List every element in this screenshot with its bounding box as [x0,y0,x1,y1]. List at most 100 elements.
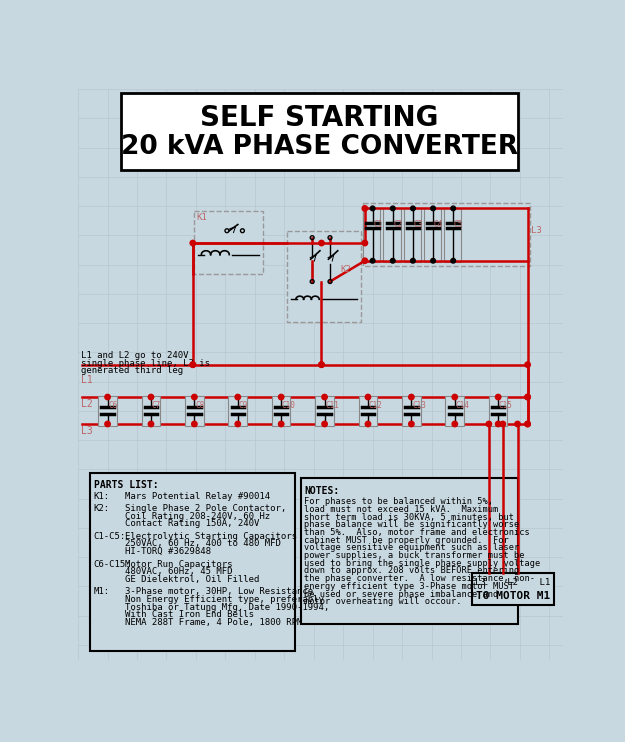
Circle shape [279,394,284,400]
Circle shape [391,206,395,211]
Text: Non Energy Efficient type, preferably: Non Energy Efficient type, preferably [124,595,324,604]
Circle shape [431,206,436,211]
Circle shape [411,258,415,263]
Bar [98,395,117,425]
Circle shape [496,421,501,427]
Bar [185,395,204,425]
Text: With Cast Iron End Bells: With Cast Iron End Bells [124,611,254,620]
Circle shape [431,258,436,263]
Bar [142,395,160,425]
Text: K2:: K2: [94,504,110,513]
Circle shape [190,240,196,246]
Text: Motor Run Capacitors: Motor Run Capacitors [124,559,232,568]
Circle shape [452,394,458,400]
Text: GE Dielektrol, Oil Filled: GE Dielektrol, Oil Filled [124,575,259,584]
Circle shape [525,421,531,427]
Circle shape [411,206,415,211]
Text: Coil Rating 208-240V, 60 Hz: Coil Rating 208-240V, 60 Hz [124,512,270,521]
Bar [472,573,554,605]
Text: than 5%.  Also, motor frame and electronics: than 5%. Also, motor frame and electroni… [304,528,530,537]
Bar [272,395,291,425]
Text: L1 and L2 go to 240V: L1 and L2 go to 240V [81,351,189,360]
Bar [229,395,247,425]
Text: phase balance will be significantly worse: phase balance will be significantly wors… [304,520,519,529]
Circle shape [279,421,284,427]
Bar [424,208,441,261]
Text: C9: C9 [239,401,248,410]
Text: NOTES:: NOTES: [304,485,339,496]
Circle shape [235,421,241,427]
Text: power supplies, a buck transformer must be: power supplies, a buck transformer must … [304,551,525,560]
Text: be used or severe phase imbalance and: be used or severe phase imbalance and [304,590,499,599]
Circle shape [409,394,414,400]
Circle shape [370,258,375,263]
Text: K1:: K1: [94,492,110,501]
Bar [444,208,461,261]
Text: L2: L2 [81,399,93,410]
Text: C7: C7 [152,401,161,410]
Text: C5: C5 [454,220,463,229]
Text: Single Phase 2 Pole Contactor,: Single Phase 2 Pole Contactor, [124,504,286,513]
Text: load must not exceed 15 kVA.  Maximum: load must not exceed 15 kVA. Maximum [304,505,499,514]
Text: C1: C1 [373,220,382,229]
Circle shape [319,362,324,367]
Circle shape [525,421,531,427]
Text: voltage sensitive equipment such as laser: voltage sensitive equipment such as lase… [304,543,519,552]
Circle shape [105,394,110,400]
Text: single phase line, L3 is: single phase line, L3 is [81,358,210,367]
Text: C4: C4 [434,220,443,229]
Text: L3: L3 [81,427,93,436]
Text: C2: C2 [394,220,402,229]
Text: C3: C3 [414,220,423,229]
Circle shape [322,421,328,427]
Circle shape [235,394,241,400]
Circle shape [319,240,324,246]
Text: Toshiba or Tatung Mfg. Date 1990-1994,: Toshiba or Tatung Mfg. Date 1990-1994, [124,603,329,611]
Circle shape [148,421,154,427]
Bar [384,208,401,261]
Circle shape [365,421,371,427]
Text: 250VAC, 60 Hz, 400 to 480 MFD: 250VAC, 60 Hz, 400 to 480 MFD [124,539,281,548]
Text: L3: L3 [531,226,542,235]
Text: C1-C5:: C1-C5: [94,532,126,541]
Text: the phase converter.  A low resistance, non-: the phase converter. A low resistance, n… [304,574,536,583]
Circle shape [451,258,456,263]
Text: C15: C15 [499,401,513,410]
Text: C12: C12 [369,401,382,410]
Text: C8: C8 [195,401,204,410]
Text: TO MOTOR M1: TO MOTOR M1 [476,591,550,601]
Text: L3    L2    L1: L3 L2 L1 [475,578,551,587]
Bar [489,395,508,425]
Bar [359,395,378,425]
Circle shape [190,362,196,367]
Text: 480VAC, 60Hz, 45 MFD: 480VAC, 60Hz, 45 MFD [124,567,232,577]
Circle shape [192,421,197,427]
Text: used to bring the single phase supply voltage: used to bring the single phase supply vo… [304,559,541,568]
Text: cabinet MUST be properly grounded.  For: cabinet MUST be properly grounded. For [304,536,509,545]
Text: SELF STARTING: SELF STARTING [200,105,438,132]
Text: energy efficient type 3-Phase motor MUST: energy efficient type 3-Phase motor MUST [304,582,514,591]
Circle shape [496,394,501,400]
Bar [404,208,421,261]
Circle shape [105,421,110,427]
Circle shape [451,206,456,211]
Text: down to approx. 208 volts BEFORE entering: down to approx. 208 volts BEFORE enterin… [304,566,519,576]
Text: M1:: M1: [94,587,110,597]
Circle shape [190,362,196,367]
Circle shape [362,206,368,211]
Circle shape [370,206,375,211]
Text: generated third leg: generated third leg [81,367,183,375]
Bar [121,93,518,170]
Text: K2: K2 [340,266,351,275]
Circle shape [500,421,506,427]
Text: For phases to be balanced within 5%,: For phases to be balanced within 5%, [304,497,493,506]
Circle shape [515,421,520,427]
Text: C10: C10 [282,401,296,410]
Text: C11: C11 [326,401,339,410]
Text: Mars Potential Relay #90014: Mars Potential Relay #90014 [124,492,270,501]
Bar [363,203,530,266]
Text: HI-TORQ #3629848: HI-TORQ #3629848 [124,547,211,556]
Bar [288,232,361,322]
Bar [402,395,421,425]
Bar [363,208,381,261]
